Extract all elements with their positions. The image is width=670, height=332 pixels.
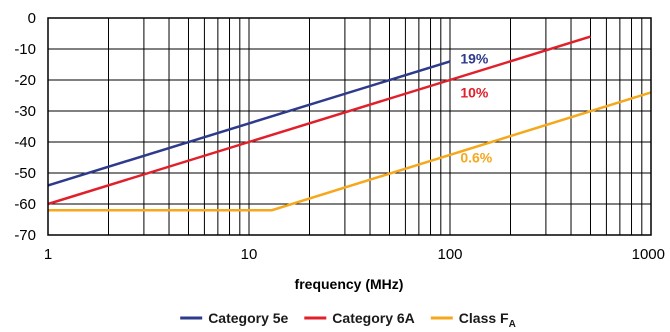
y-tick-labels: 0 -10 -20 -30 -40 -50 -60 -70 <box>14 10 36 244</box>
y-tick-label: -30 <box>14 103 36 120</box>
x-tick-label: 100 <box>437 246 462 263</box>
x-tick-label: 1 <box>44 246 52 263</box>
y-tick-label: -20 <box>14 72 36 89</box>
legend: Category 5e Category 6A Class FA <box>180 310 516 330</box>
annotations: 19% 10% 0.6% <box>460 50 492 165</box>
x-tick-labels: 1 10 100 1000 <box>44 246 665 263</box>
annotation-label: 0.6% <box>460 150 492 166</box>
annotation-label: 10% <box>460 85 489 101</box>
x-tick-label: 1000 <box>632 246 665 263</box>
x-tick-label: 10 <box>241 246 258 263</box>
y-tick-label: -50 <box>14 165 36 182</box>
legend-item: Class FA <box>430 310 516 330</box>
y-tick-label: -60 <box>14 196 36 213</box>
legend-label: Category 5e <box>208 310 288 326</box>
grid <box>48 18 651 235</box>
series-line-category-6a <box>47 35 591 206</box>
legend-item: Category 5e <box>180 310 289 326</box>
series-line-class-f <box>48 91 652 212</box>
series-line-category-5e <box>47 60 451 187</box>
y-tick-label: -40 <box>14 134 36 151</box>
legend-label: Class FA <box>459 310 516 330</box>
x-axis-label: frequency (MHz) <box>295 276 404 292</box>
y-tick-label: -10 <box>14 41 36 58</box>
annotation-label: 19% <box>460 50 489 66</box>
y-tick-label: -70 <box>14 227 36 244</box>
plot-frame <box>47 17 652 236</box>
series-lines <box>47 35 652 212</box>
legend-item: Category 6A <box>304 310 415 326</box>
legend-label-subscript: A <box>509 319 516 330</box>
y-tick-label: 0 <box>28 10 36 27</box>
legend-label: Category 6A <box>332 310 414 326</box>
